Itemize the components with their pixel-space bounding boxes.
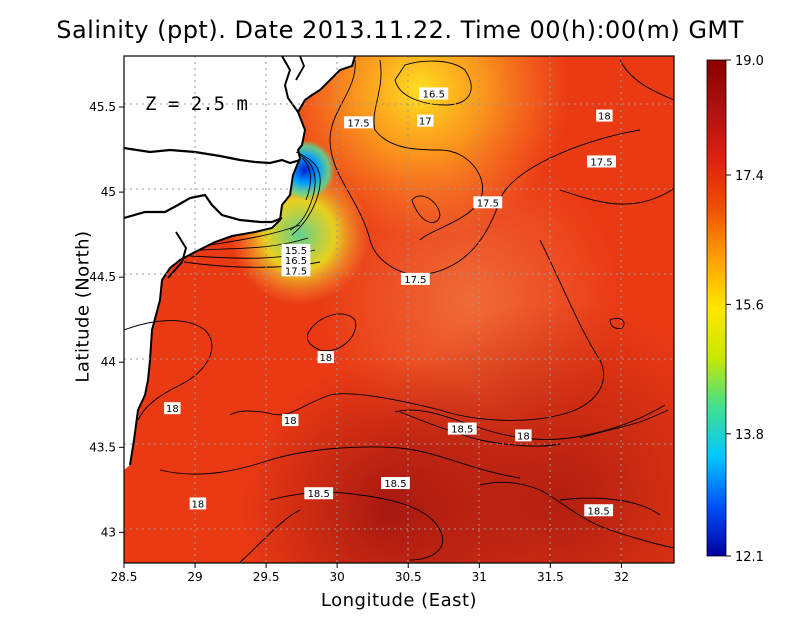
contour-label-box [281, 254, 311, 267]
depth-label: Z = 2.5 m [145, 93, 248, 115]
x-tick-label: 30 [330, 570, 345, 584]
contour-label-box [473, 196, 503, 209]
y-tick-label: 44 [101, 355, 116, 369]
contour-label-box [447, 422, 477, 435]
contour-label-box [417, 114, 434, 127]
colorbar-tick-label: 15.6 [735, 298, 764, 313]
colorbar-ticks: 19.0 17.4 15.6 13.8 12.1 [726, 54, 764, 565]
x-tick-label: 32 [614, 570, 629, 584]
x-tick-label: 31.5 [537, 570, 564, 584]
plot-frame [123, 55, 675, 564]
contour-label-box [304, 487, 334, 500]
contour-label-box [400, 272, 430, 285]
contour-label-box [344, 116, 373, 129]
contour-label-box [164, 402, 181, 415]
colorbar-tick-label: 17.4 [735, 169, 764, 184]
x-tick-label: 29.5 [253, 570, 280, 584]
colorbar-tick-label: 13.8 [735, 428, 764, 443]
contour-label: 15.5 [285, 246, 307, 257]
contour-label: 17 [419, 117, 432, 128]
contour-label: 18 [166, 404, 179, 415]
contour-label-box [317, 351, 335, 364]
land-mask [124, 56, 356, 470]
contour-label-box [281, 264, 311, 277]
contour-label-box [587, 155, 616, 168]
contour-label: 17.5 [404, 275, 426, 286]
x-axis-label: Longitude (East) [320, 590, 478, 611]
contour-label-box [281, 243, 311, 256]
x-tick-label: 28.5 [111, 570, 138, 584]
y-tick-label: 45.5 [89, 100, 116, 114]
colorbar [706, 59, 727, 557]
y-axis-ticks: 43 43.5 44 44.5 45 45.5 [89, 100, 124, 539]
x-axis-ticks: 28.5 29 29.5 30 30.5 31 31.5 32 [111, 563, 629, 584]
contour-label: 16.5 [285, 256, 307, 267]
contour-label: 18.5 [384, 479, 406, 490]
contour-labels: 16.51717.51817.517.515.516.517.517.51818… [164, 87, 616, 517]
contour-label-box [596, 109, 613, 122]
y-tick-label: 44.5 [89, 270, 116, 284]
contour-label: 17.5 [477, 198, 499, 209]
y-axis-label: Latitude (North) [72, 230, 94, 383]
chart-title: Salinity (ppt). Date 2013.11.22. Time 00… [56, 16, 744, 44]
contour-label: 17.5 [347, 118, 369, 129]
y-tick-label: 43 [101, 525, 116, 539]
contour-label: 18 [319, 353, 332, 364]
colorbar-tick-label: 12.1 [735, 550, 764, 565]
x-tick-label: 29 [187, 570, 202, 584]
contour-label: 18 [192, 499, 205, 510]
contour-label: 17.5 [285, 266, 307, 277]
contour-label-box [381, 477, 410, 490]
contour-label-box [419, 87, 449, 100]
x-tick-label: 31 [472, 570, 487, 584]
contour-label-box [515, 429, 532, 442]
x-tick-label: 30.5 [395, 570, 422, 584]
contour-label: 18.5 [451, 425, 473, 436]
contour-label: 17.5 [590, 157, 612, 168]
contour-label-box [584, 504, 614, 517]
contour-lines [124, 59, 674, 563]
contour-label: 18.5 [308, 489, 330, 500]
contour-label: 16.5 [423, 89, 445, 100]
y-tick-label: 43.5 [89, 440, 116, 454]
contour-label-box [282, 414, 299, 427]
contour-label: 18.5 [588, 506, 610, 517]
contour-label: 18 [284, 416, 297, 427]
contour-label: 18 [517, 431, 530, 442]
contour-label: 18 [598, 112, 611, 123]
contour-label-box [189, 497, 207, 510]
grid-lines [124, 56, 674, 563]
y-tick-label: 45 [101, 185, 116, 199]
colorbar-tick-label: 19.0 [735, 54, 764, 69]
